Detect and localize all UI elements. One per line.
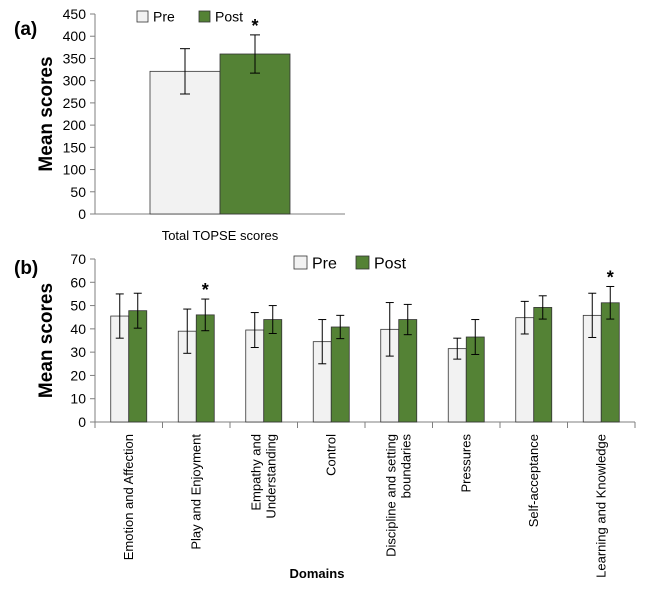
panel-b-legend-label-post: Post (374, 256, 407, 273)
panel-b-category-label: Understanding (263, 434, 278, 519)
panel-a-y-tick-label: 0 (78, 206, 86, 222)
panel-a-y-tick-label: 150 (63, 139, 87, 155)
panel-b-category-label: Self-acceptance (526, 434, 541, 527)
panel-a-significance-marker: * (251, 16, 258, 36)
panel-b-category-label: Play and Enjoyment (188, 434, 203, 550)
panel-b-y-tick-label: 40 (70, 321, 86, 337)
panel-a-bar-pre-0 (149, 70, 221, 215)
panel-b-y-tick-label: 30 (70, 344, 86, 360)
panel-b-bar-post-6 (533, 307, 553, 423)
panel-a-label: (a) (14, 19, 37, 40)
panel-b-x-axis-title: Domains (290, 566, 345, 581)
panel-a-legend-swatch-post (198, 10, 211, 23)
panel-b-category-label: Pressures (458, 434, 473, 493)
panel-b-bar-pre-5 (447, 348, 467, 423)
panel-a-y-tick-label: 200 (63, 117, 87, 133)
panel-a-bar-post-0 (219, 53, 291, 215)
panel-b-significance-marker: * (607, 267, 614, 287)
panel-a-y-tick-label: 300 (63, 73, 87, 89)
panel-a-y-tick-label: 350 (63, 50, 87, 66)
panel-b-category-label: Emotion and Affection (121, 434, 136, 560)
panel-b-category-label: Discipline and setting (383, 434, 398, 557)
panel-a-legend-label-pre: Pre (153, 9, 175, 25)
panel-b-y-axis-title: Mean scores (36, 283, 57, 398)
panel-b-y-tick-label: 70 (70, 251, 86, 267)
panel-b-y-tick-label: 50 (70, 298, 86, 314)
panel-a-y-tick-label: 100 (63, 162, 87, 178)
panel-b-y-tick-label: 0 (78, 414, 86, 430)
panel-b-bar-post-3 (330, 326, 350, 423)
panel-a-y-axis-title: Mean scores (36, 56, 57, 171)
panel-a-x-axis-title: Total TOPSE scores (162, 228, 279, 243)
panel-b-bar-post-7 (600, 302, 620, 423)
panel-a-legend-swatch-pre (136, 10, 149, 23)
panel-b-legend-swatch-pre (293, 255, 308, 270)
panel-b-legend-swatch-post (355, 255, 370, 270)
panel-a-y-tick-label: 250 (63, 95, 87, 111)
panel-b-category-label: Empathy and (248, 434, 263, 511)
panel-b-significance-marker: * (202, 280, 209, 300)
panel-b-legend-label-pre: Pre (312, 256, 337, 273)
panel-a-legend-label-post: Post (215, 9, 243, 25)
panel-b-y-tick-label: 20 (70, 367, 86, 383)
panel-b-y-tick-label: 10 (70, 391, 86, 407)
panel-b-category-label: Learning and Knowledge (593, 434, 608, 578)
panel-a-y-tick-label: 400 (63, 28, 87, 44)
panel-b-y-tick-label: 60 (70, 274, 86, 290)
panel-a-y-tick-label: 450 (63, 6, 87, 22)
panel-b-bar-post-2 (263, 319, 283, 423)
panel-b-category-label: Control (323, 434, 338, 476)
panel-a-y-tick-label: 50 (70, 184, 86, 200)
panel-b-category-label: boundaries (398, 434, 413, 499)
panel-b-label: (b) (14, 258, 38, 279)
